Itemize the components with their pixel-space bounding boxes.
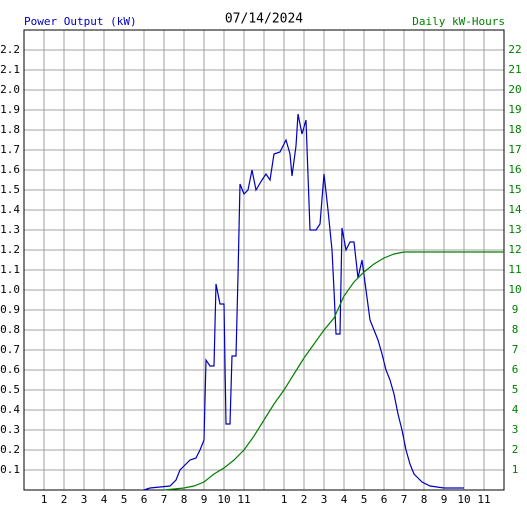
y-tick-label: 0.4 [0,403,20,416]
x-tick-label: 5 [361,493,368,506]
y-tick-label: 0.9 [0,303,20,316]
y2-tick-label: 16 [508,163,521,176]
x-tick-label: 6 [381,493,388,506]
y2-tick-label: 12 [508,243,521,256]
y2-tick-label: 14 [508,203,522,216]
y2-tick-label: 15 [508,183,521,196]
y-tick-label: 1.0 [0,283,20,296]
y2-tick-label: 21 [508,63,521,76]
y2-tick-label: 18 [508,123,521,136]
y-tick-label: 0.6 [0,363,20,376]
x-tick-label: 3 [321,493,328,506]
left-axis-label: Power Output (kW) [24,15,137,28]
y-tick-label: 1.2 [0,243,20,256]
x-tick-label: 11 [477,493,490,506]
y2-tick-label: 22 [508,43,521,56]
x-tick-label: 7 [161,493,168,506]
y2-tick-label: 3 [512,423,519,436]
y-tick-label: 2.0 [0,83,20,96]
x-tick-label: 2 [61,493,68,506]
y2-tick-label: 2 [512,443,519,456]
y2-tick-label: 4 [512,403,519,416]
y-tick-label: 0.7 [0,343,20,356]
y-tick-label: 1.9 [0,103,20,116]
y2-tick-label: 5 [512,383,519,396]
y2-tick-label: 7 [512,343,519,356]
x-tick-label: 10 [217,493,230,506]
x-tick-label: 5 [121,493,128,506]
y2-tick-label: 17 [508,143,521,156]
y-tick-label: 1.1 [0,263,20,276]
x-tick-label: 9 [201,493,208,506]
y-tick-label: 1.6 [0,163,20,176]
right-axis-label: Daily kW-Hours [412,15,505,28]
x-tick-label: 6 [141,493,148,506]
y2-tick-label: 13 [508,223,521,236]
x-tick-label: 9 [441,493,448,506]
x-tick-label: 1 [281,493,288,506]
y2-tick-label: 11 [508,263,521,276]
y-tick-label: 1.7 [0,143,20,156]
y-tick-label: 1.4 [0,203,20,216]
y2-tick-label: 1 [512,463,519,476]
x-tick-label: 11 [237,493,250,506]
y-tick-label: 1.8 [0,123,20,136]
y-tick-label: 1.5 [0,183,20,196]
x-tick-label: 10 [457,493,470,506]
x-tick-label: 4 [101,493,108,506]
y2-tick-label: 6 [512,363,519,376]
y2-tick-label: 19 [508,103,521,116]
y-tick-label: 1.3 [0,223,20,236]
y2-tick-label: 20 [508,83,521,96]
x-tick-label: 7 [401,493,408,506]
x-tick-label: 1 [41,493,48,506]
y2-tick-label: 8 [512,323,519,336]
y2-tick-label: 10 [508,283,521,296]
plot-border [23,29,505,491]
y-tick-label: 2.2 [0,43,20,56]
x-tick-label: 3 [81,493,88,506]
chart-title: 07/14/2024 [225,12,303,27]
y-tick-label: 0.2 [0,443,20,456]
y-tick-label: 2.1 [0,63,20,76]
y-tick-label: 0.5 [0,383,20,396]
x-tick-label: 8 [421,493,428,506]
y-tick-label: 0.8 [0,323,20,336]
series-line [163,251,504,491]
x-tick-label: 2 [301,493,308,506]
x-tick-label: 8 [181,493,188,506]
x-tick-label: 4 [341,493,348,506]
y-tick-label: 0.1 [0,463,20,476]
y-tick-label: 0.3 [0,423,20,436]
series-line [143,113,464,491]
y2-tick-label: 9 [512,303,519,316]
